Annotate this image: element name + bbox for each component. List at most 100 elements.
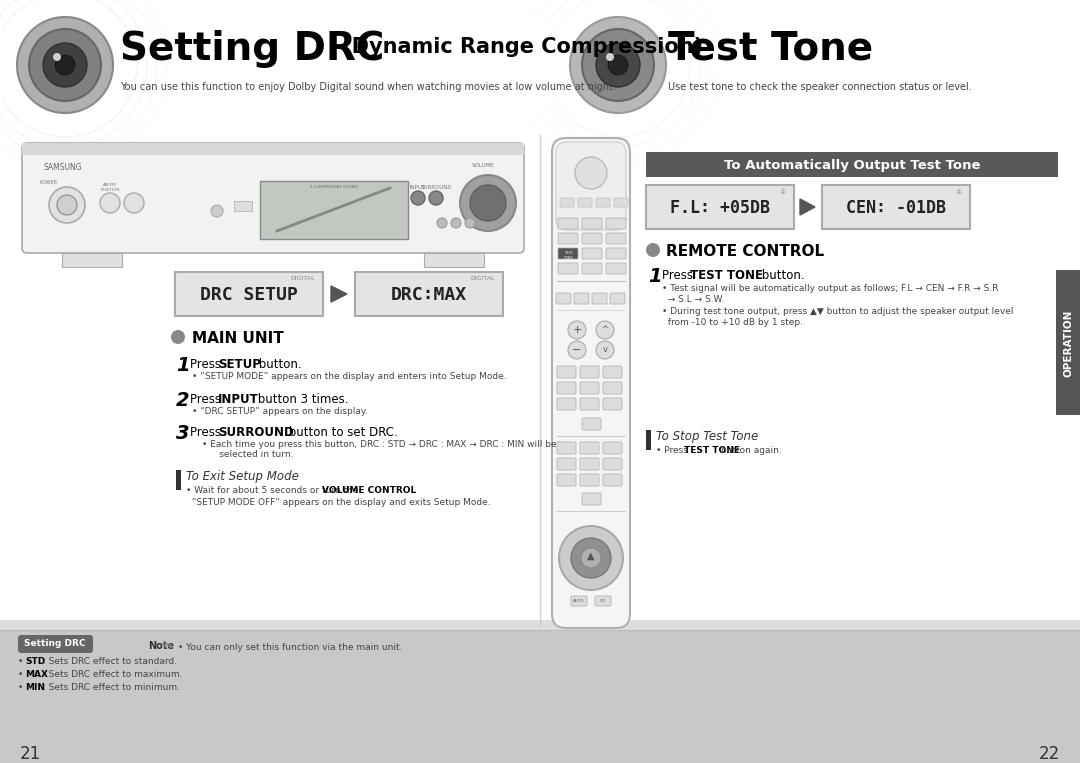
Text: Note: Note — [148, 641, 174, 651]
Bar — [424, 253, 484, 267]
Text: To Stop Test Tone: To Stop Test Tone — [656, 430, 758, 443]
FancyBboxPatch shape — [558, 263, 578, 274]
Text: Setting DRC: Setting DRC — [24, 639, 85, 649]
FancyBboxPatch shape — [582, 233, 602, 244]
Circle shape — [100, 193, 120, 213]
Circle shape — [437, 218, 447, 228]
Text: ^: ^ — [602, 326, 608, 334]
Text: : Sets DRC effect to maximum.: : Sets DRC effect to maximum. — [40, 670, 183, 679]
Text: Press: Press — [190, 426, 225, 439]
Text: → S.L → S.W.: → S.L → S.W. — [662, 295, 725, 304]
Text: (Dynamic Range Compression): (Dynamic Range Compression) — [335, 37, 703, 57]
Bar — [1056, 270, 1080, 415]
Text: : Sets DRC effect to minimum.: : Sets DRC effect to minimum. — [40, 683, 180, 692]
Text: TEST
TONE: TEST TONE — [563, 251, 572, 259]
Text: DRC∶MAX: DRC∶MAX — [391, 286, 467, 304]
Text: MAX: MAX — [25, 670, 48, 679]
FancyBboxPatch shape — [603, 458, 622, 470]
FancyBboxPatch shape — [557, 366, 576, 378]
Bar — [22, 143, 524, 155]
Text: ②: ② — [956, 189, 962, 195]
FancyBboxPatch shape — [603, 382, 622, 394]
FancyBboxPatch shape — [606, 263, 626, 274]
FancyBboxPatch shape — [558, 218, 578, 229]
FancyBboxPatch shape — [582, 248, 602, 259]
Text: POWER: POWER — [39, 180, 57, 185]
Text: VOLUME CONTROL: VOLUME CONTROL — [323, 486, 417, 495]
Text: from -10 to +10 dB by 1 step.: from -10 to +10 dB by 1 step. — [662, 318, 804, 327]
FancyBboxPatch shape — [603, 442, 622, 454]
Circle shape — [568, 321, 586, 339]
Text: • “SETUP MODE” appears on the display and enters into Setup Mode.: • “SETUP MODE” appears on the display an… — [192, 372, 507, 381]
FancyBboxPatch shape — [610, 293, 625, 304]
Circle shape — [17, 17, 113, 113]
Circle shape — [211, 205, 222, 217]
Text: • Press: • Press — [656, 446, 691, 455]
FancyBboxPatch shape — [556, 142, 626, 230]
Circle shape — [55, 55, 75, 75]
Text: “SETUP MODE OFF” appears on the display and exits Setup Mode.: “SETUP MODE OFF” appears on the display … — [186, 498, 490, 507]
Bar — [234, 201, 252, 211]
Text: −: − — [572, 345, 582, 355]
Bar — [260, 181, 408, 239]
Circle shape — [451, 218, 461, 228]
Text: TEST TONE: TEST TONE — [684, 446, 740, 455]
Text: 22: 22 — [1039, 745, 1059, 763]
Circle shape — [596, 321, 615, 339]
FancyBboxPatch shape — [603, 474, 622, 486]
Text: F.L∶ +05DB: F.L∶ +05DB — [670, 199, 770, 217]
Circle shape — [465, 218, 475, 228]
Text: • “DRC SETUP” appears on the display.: • “DRC SETUP” appears on the display. — [192, 407, 368, 416]
Circle shape — [646, 243, 660, 257]
Bar — [175, 272, 323, 316]
Circle shape — [571, 538, 611, 578]
FancyBboxPatch shape — [571, 596, 588, 606]
FancyBboxPatch shape — [557, 474, 576, 486]
Circle shape — [470, 185, 507, 221]
FancyBboxPatch shape — [557, 442, 576, 454]
Text: STD: STD — [25, 657, 45, 666]
Text: • Wait for about 5 seconds or turn the: • Wait for about 5 seconds or turn the — [186, 486, 362, 495]
Text: button again.: button again. — [718, 446, 782, 455]
Text: TEST TONE: TEST TONE — [690, 269, 762, 282]
Circle shape — [568, 341, 586, 359]
Text: ✏: ✏ — [163, 641, 173, 651]
Circle shape — [411, 191, 426, 205]
FancyBboxPatch shape — [606, 233, 626, 244]
Text: OPERATION: OPERATION — [1063, 309, 1074, 377]
Text: Setting DRC: Setting DRC — [120, 30, 384, 68]
Circle shape — [57, 195, 77, 215]
Text: ▲: ▲ — [588, 551, 595, 561]
Circle shape — [606, 53, 615, 61]
Text: 1: 1 — [176, 356, 190, 375]
Polygon shape — [800, 199, 815, 215]
Circle shape — [429, 191, 443, 205]
Circle shape — [171, 330, 185, 344]
Text: ①: ① — [780, 189, 786, 195]
Text: DIGITAL: DIGITAL — [471, 276, 495, 281]
Text: SURROUND: SURROUND — [218, 426, 294, 439]
Text: Press: Press — [190, 393, 225, 406]
FancyBboxPatch shape — [558, 248, 578, 259]
FancyBboxPatch shape — [556, 293, 571, 304]
FancyBboxPatch shape — [557, 382, 576, 394]
FancyBboxPatch shape — [18, 635, 93, 653]
FancyBboxPatch shape — [580, 366, 599, 378]
Text: v: v — [603, 346, 607, 355]
Text: +: + — [572, 325, 582, 335]
Polygon shape — [330, 286, 347, 302]
Text: AM/FM
POSITION: AM/FM POSITION — [100, 183, 120, 192]
Text: Press: Press — [190, 358, 225, 371]
Circle shape — [596, 341, 615, 359]
Text: button.: button. — [255, 358, 301, 371]
Circle shape — [124, 193, 144, 213]
FancyBboxPatch shape — [592, 293, 607, 304]
FancyBboxPatch shape — [557, 458, 576, 470]
Text: Press: Press — [662, 269, 697, 282]
Text: button to set DRC.: button to set DRC. — [285, 426, 397, 439]
Text: VOLUME: VOLUME — [472, 163, 495, 168]
FancyBboxPatch shape — [558, 233, 578, 244]
Circle shape — [582, 29, 654, 101]
Circle shape — [596, 43, 640, 87]
FancyBboxPatch shape — [582, 418, 600, 430]
